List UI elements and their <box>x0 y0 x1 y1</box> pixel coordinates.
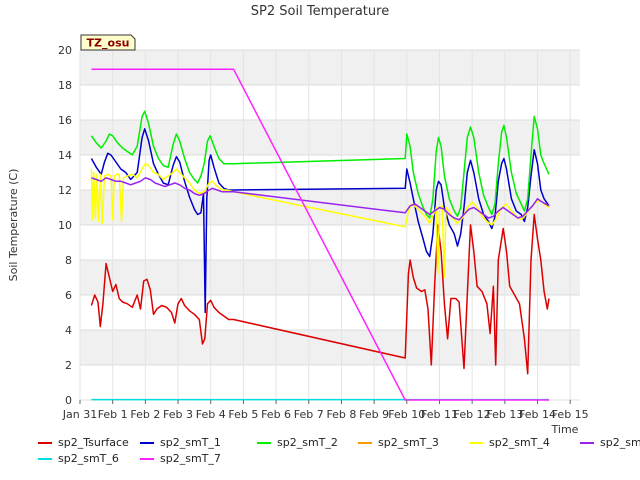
legend-swatch <box>140 441 154 444</box>
legend-label: sp2_smT_1 <box>160 436 221 449</box>
series-layer <box>90 68 550 401</box>
y-tick-label: 14 <box>58 149 72 162</box>
x-tick-label: Feb 2 <box>130 408 160 421</box>
legend-label: sp2_smT_6 <box>58 452 119 465</box>
grid-band <box>80 120 580 155</box>
legend-item-sp2_smT_2: sp2_smT_2 <box>257 436 338 449</box>
x-tick-label: Jan 31 <box>62 408 97 421</box>
y-tick-label: 20 <box>58 44 72 57</box>
x-tick-label: Feb 8 <box>326 408 356 421</box>
legend-item-sp2_Tsurface: sp2_Tsurface <box>38 436 129 449</box>
series-line-sp2_smT_2 <box>90 110 550 219</box>
y-tick-label: 10 <box>58 219 72 232</box>
legend-swatch <box>257 441 271 444</box>
legend-swatch <box>38 457 52 460</box>
series-line-sp2_smT_4 <box>90 162 550 279</box>
x-tick-label: Feb 6 <box>261 408 291 421</box>
legend-swatch <box>140 457 154 460</box>
legend-label: sp2_smT_7 <box>160 452 221 465</box>
series-line-sp2_smT_1 <box>90 128 550 314</box>
y-tick-label: 16 <box>58 114 72 127</box>
x-tick-label: Feb 3 <box>163 408 193 421</box>
x-tick-label: Feb 7 <box>294 408 324 421</box>
chart-title: SP2 Soil Temperature <box>251 4 389 19</box>
series-line-sp2_smT_7 <box>91 68 549 401</box>
y-tick-label: 18 <box>58 79 72 92</box>
legend-label: sp2_smT_5 <box>600 436 640 449</box>
legend-item-sp2_smT_4: sp2_smT_4 <box>469 436 550 449</box>
x-tick-label: Feb 1 <box>98 408 128 421</box>
series-line-sp2_smT_5 <box>91 177 550 221</box>
x-tick-label: Feb 13 <box>486 408 523 421</box>
x-tick-label: Feb 12 <box>454 408 491 421</box>
legend-label: sp2_smT_4 <box>489 436 550 449</box>
y-tick-label: 6 <box>65 289 72 302</box>
x-tick-label: Feb 11 <box>421 408 458 421</box>
legend-swatch <box>38 441 52 444</box>
grid-band <box>80 50 580 85</box>
x-tick-label: Feb 15 <box>552 408 589 421</box>
y-tick-label: 8 <box>65 254 72 267</box>
legend-item-sp2_smT_7: sp2_smT_7 <box>140 452 221 465</box>
y-tick-label: 0 <box>65 394 72 407</box>
x-tick-label: Feb 10 <box>388 408 425 421</box>
tz-label: TZ_osu <box>87 37 130 50</box>
y-axis: 0 2 4 6 8 10 12 14 16 18 20 <box>58 44 72 407</box>
x-tick-label: Feb 14 <box>519 408 556 421</box>
x-tick-label: Feb 5 <box>228 408 258 421</box>
grid-band <box>80 260 580 295</box>
legend-label: sp2_smT_3 <box>378 436 439 449</box>
legend-label: sp2_Tsurface <box>58 436 129 449</box>
legend-item-sp2_smT_1: sp2_smT_1 <box>140 436 221 449</box>
y-axis-label: Soil Temperature (C) <box>7 169 20 282</box>
x-tick-label: Feb 4 <box>196 408 226 421</box>
series-line-sp2_Tsurface <box>90 213 550 375</box>
y-tick-label: 4 <box>65 324 72 337</box>
legend-item-sp2_smT_6: sp2_smT_6 <box>38 452 119 465</box>
tz-annotation: TZ_osu <box>80 34 136 51</box>
legend-label: sp2_smT_2 <box>277 436 338 449</box>
legend-item-sp2_smT_3: sp2_smT_3 <box>358 436 439 449</box>
y-tick-label: 12 <box>58 184 72 197</box>
legend-swatch <box>358 441 372 444</box>
legend-item-sp2_smT_5: sp2_smT_5 <box>580 436 640 449</box>
x-tick-label: Feb 9 <box>359 408 389 421</box>
y-tick-label: 2 <box>65 359 72 372</box>
legend-swatch <box>469 441 483 444</box>
x-axis-label: Time <box>551 423 579 436</box>
x-axis: Jan 31 Feb 1 Feb 2 Feb 3 Feb 4 Feb 5 Feb 6 Feb … <box>62 400 589 421</box>
legend-swatch <box>580 441 594 444</box>
